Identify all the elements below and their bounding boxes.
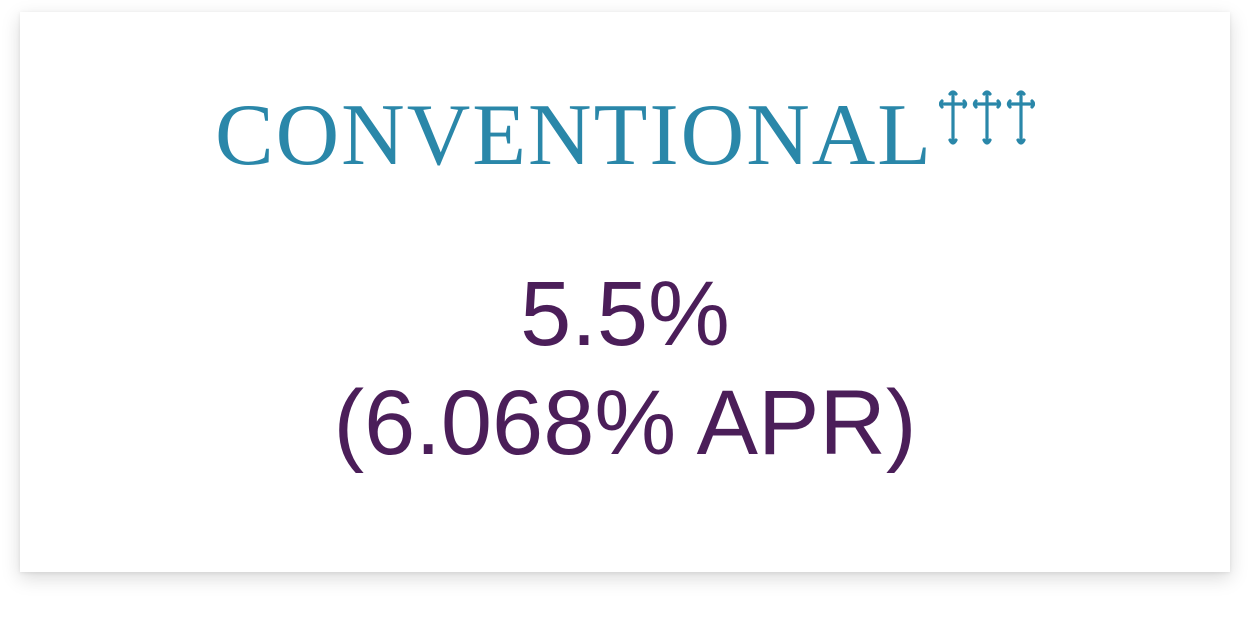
triple-dagger-icon — [939, 88, 1035, 150]
apr-rate: (6.068% APR) — [334, 369, 917, 478]
loan-type-heading: CONVENTIONAL — [215, 92, 933, 180]
rate-block: 5.5% (6.068% APR) — [334, 260, 917, 477]
interest-rate: 5.5% — [334, 260, 917, 369]
heading-row: CONVENTIONAL — [215, 92, 1035, 180]
rate-card: CONVENTIONAL — [20, 12, 1230, 572]
